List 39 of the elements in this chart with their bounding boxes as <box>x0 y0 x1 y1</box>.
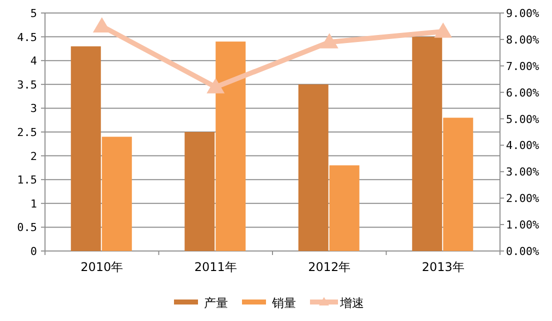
y-tick-label: 2.5 <box>17 126 37 139</box>
bar <box>184 132 215 251</box>
y-tick-label: 0 <box>30 245 37 258</box>
bar <box>70 46 101 251</box>
point <box>434 22 452 38</box>
y2-tick-label: 1.00% <box>506 218 540 232</box>
bar <box>298 84 328 251</box>
y2-tick-label: 0.00% <box>506 245 540 258</box>
legend-label: 销量 <box>271 296 296 310</box>
y2-tick-label: 8.00% <box>506 33 540 46</box>
y-tick-label: 4.5 <box>17 30 37 44</box>
y2-tick-label: 7.00% <box>506 60 540 73</box>
y2-tick-label: 3.00% <box>506 166 540 179</box>
x-tick-label: 2012年 <box>308 260 351 274</box>
y-tick-label: 0.5 <box>17 221 37 234</box>
y2-tick-label: 2.00% <box>506 192 540 206</box>
y-tick-label: 5 <box>30 7 37 20</box>
y-tick-label: 1 <box>30 197 37 210</box>
y2-tick-label: 6.00% <box>506 86 540 100</box>
bar <box>443 118 474 251</box>
legend-label: 产量 <box>204 296 228 310</box>
x-tick-label: 2013年 <box>422 260 464 274</box>
y-tick-label: 3 <box>30 102 37 116</box>
x-tick-label: 2010年 <box>80 260 124 274</box>
bar <box>216 42 246 251</box>
y-tick-label: 4 <box>30 54 38 68</box>
y2-tick-label: 4.00% <box>506 139 540 152</box>
y2-tick-label: 9.00% <box>506 7 540 20</box>
bar <box>102 136 132 251</box>
bar <box>329 165 360 251</box>
y2-tick-label: 5.00% <box>506 112 540 126</box>
y-tick-label: 2 <box>30 150 37 163</box>
y-tick-label: 3.5 <box>17 78 37 92</box>
bar <box>412 36 442 251</box>
legend-label: 增速 <box>339 296 364 310</box>
x-tick-label: 2011年 <box>194 260 237 274</box>
point <box>206 78 225 94</box>
y-tick-label: 1.5 <box>17 174 37 187</box>
point <box>320 33 338 48</box>
